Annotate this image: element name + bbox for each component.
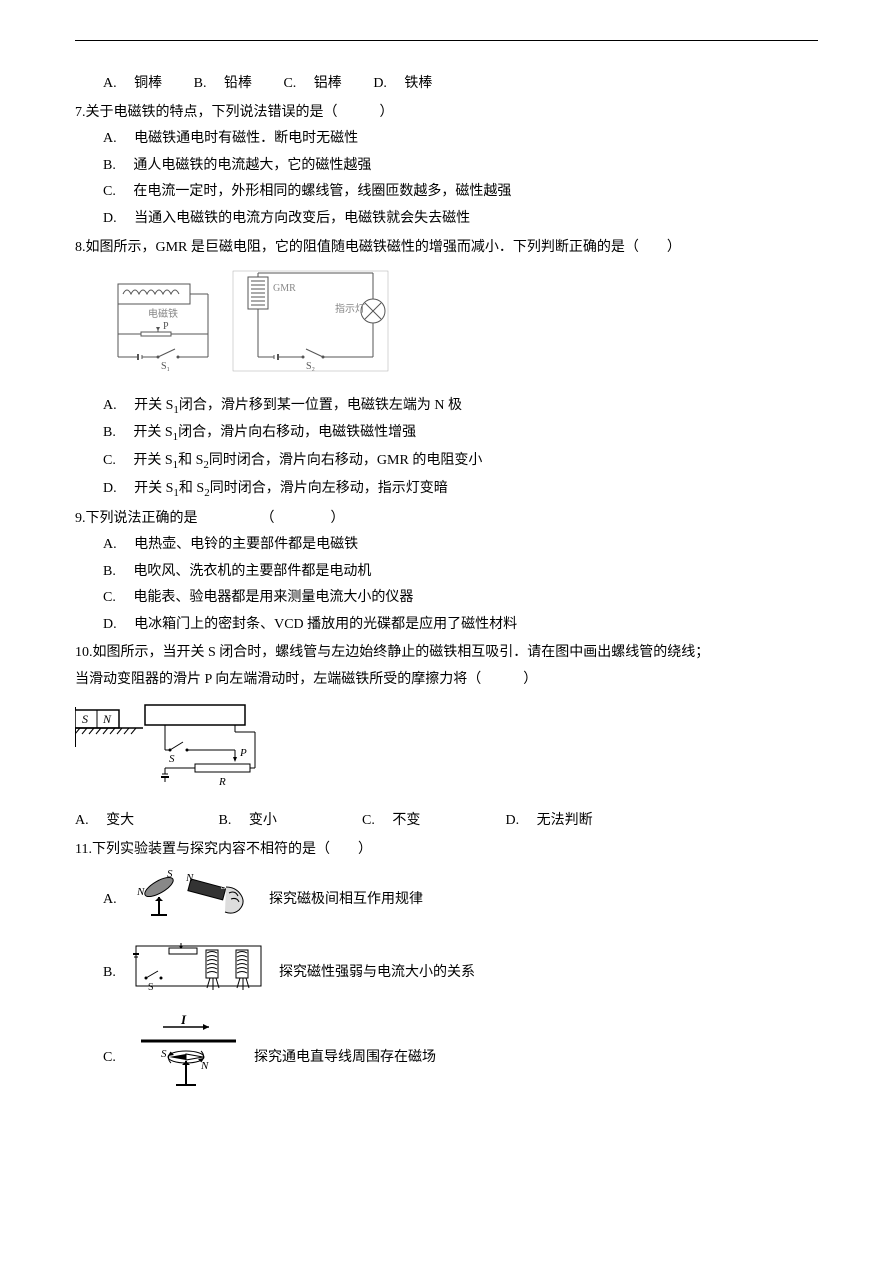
q6-option-c: C. 铝棒 xyxy=(283,71,341,98)
q11-option-a-text: 探究磁极间相互作用规律 xyxy=(269,887,423,914)
q10-stem1: 10.如图所示，当开关 S 闭合时，螺线管与左边始终静止的磁铁相互吸引．请在图中… xyxy=(75,640,818,667)
q11-option-c: C. I S N 探究通电直导线周围存在磁场 xyxy=(75,1013,818,1104)
q11: 11.下列实验装置与探究内容不相符的是（ ） A. N S N S 探究磁极间相… xyxy=(75,837,818,1103)
q8-label-lamp: 指示灯 xyxy=(335,302,365,315)
divider xyxy=(75,40,818,41)
q8-stem: 8.如图所示，GMR 是巨磁电阻，它的阻值随电磁铁磁性的增强而减小．下列判断正确… xyxy=(75,235,818,262)
q7-option-d: D. 当通入电磁铁的电流方向改变后，电磁铁就会失去磁性 xyxy=(75,206,818,233)
q11-option-a: A. N S N S 探究磁极间相互作用规律 xyxy=(75,867,818,934)
svg-text:R: R xyxy=(218,776,226,788)
q11a-figure-icon: N S N S xyxy=(131,867,261,923)
q8-label-s1: S₁ xyxy=(161,361,170,372)
svg-text:S: S xyxy=(161,1048,167,1060)
svg-text:N: N xyxy=(136,886,145,898)
svg-text:P: P xyxy=(239,747,247,759)
q6-option-a: A. 铜棒 xyxy=(103,71,162,98)
q9-option-d: D. 电冰箱门上的密封条、VCD 播放用的光碟都是应用了磁性材料 xyxy=(75,612,818,639)
svg-text:S: S xyxy=(169,753,175,765)
q11-option-b: B. S xyxy=(75,938,818,1009)
q7-stem: 7.关于电磁铁的特点，下列说法错误的是（ ） xyxy=(75,100,818,127)
q8-label-gmr: GMR xyxy=(273,283,296,294)
q8-label-p: P xyxy=(163,321,169,332)
q9-option-b: B. 电吹风、洗衣机的主要部件都是电动机 xyxy=(75,559,818,586)
q8-figure: 电磁铁 P S₁ xyxy=(103,269,818,385)
q8: 8.如图所示，GMR 是巨磁电阻，它的阻值随电磁铁磁性的增强而减小．下列判断正确… xyxy=(75,235,818,504)
q8-option-a: A. 开关 S1闭合，滑片移到某一位置，电磁铁左端为 N 极 xyxy=(75,393,818,421)
q7-option-c: C. 在电流一定时，外形相同的螺线管，线圈匝数越多，磁性越强 xyxy=(75,179,818,206)
q7-option-a: A. 电磁铁通电时有磁性．断电时无磁性 xyxy=(75,126,818,153)
q9-option-c: C. 电能表、验电器都是用来测量电流大小的仪器 xyxy=(75,585,818,612)
q10-options: A. 变大 B. 变小 C. 不变 D. 无法判断 xyxy=(75,808,818,835)
q6-option-b: B. 铅棒 xyxy=(194,71,252,98)
q8-label-s2: S₂ xyxy=(306,361,315,372)
svg-text:I: I xyxy=(180,1013,187,1027)
q9-stem: 9.下列说法正确的是 （ ） xyxy=(75,506,818,533)
svg-text:N: N xyxy=(102,712,112,726)
q10-figure: S N S P R xyxy=(75,702,818,801)
q6-options: A. 铜棒 B. 铅棒 C. 铝棒 D. 铁棒 xyxy=(75,71,818,98)
q10-option-c: C. 不变 xyxy=(362,808,502,835)
svg-text:S: S xyxy=(167,868,173,880)
q11-stem: 11.下列实验装置与探究内容不相符的是（ ） xyxy=(75,837,818,864)
q10-stem2: 当滑动变阻器的滑片 P 向左端滑动时，左端磁铁所受的摩擦力将（ ） xyxy=(75,667,818,694)
q8-option-d: D. 开关 S1和 S2同时闭合，滑片向左移动，指示灯变暗 xyxy=(75,476,818,504)
q11c-figure-icon: I S N xyxy=(131,1013,246,1093)
q8-label-em: 电磁铁 xyxy=(148,307,178,320)
q11-option-c-text: 探究通电直导线周围存在磁场 xyxy=(254,1045,436,1072)
svg-text:N: N xyxy=(185,872,194,884)
q7-option-b: B. 通人电磁铁的电流越大，它的磁性越强 xyxy=(75,153,818,180)
q9: 9.下列说法正确的是 （ ） A. 电热壶、电铃的主要部件都是电磁铁 B. 电吹… xyxy=(75,506,818,639)
q8-option-c: C. 开关 S1和 S2同时闭合，滑片向右移动，GMR 的电阻变小 xyxy=(75,448,818,476)
q10-option-b: B. 变小 xyxy=(219,808,359,835)
q11-option-b-text: 探究磁性强弱与电流大小的关系 xyxy=(279,960,475,987)
q9-option-a: A. 电热壶、电铃的主要部件都是电磁铁 xyxy=(75,532,818,559)
svg-text:S: S xyxy=(148,982,154,993)
svg-text:S: S xyxy=(82,712,88,726)
q8-option-b: B. 开关 S1闭合，滑片向右移动，电磁铁磁性增强 xyxy=(75,420,818,448)
q10: 10.如图所示，当开关 S 闭合时，螺线管与左边始终静止的磁铁相互吸引．请在图中… xyxy=(75,640,818,834)
q6-option-d: D. 铁棒 xyxy=(373,71,432,98)
q10-option-d: D. 无法判断 xyxy=(506,808,593,835)
q10-option-a: A. 变大 xyxy=(75,808,215,835)
q7: 7.关于电磁铁的特点，下列说法错误的是（ ） A. 电磁铁通电时有磁性．断电时无… xyxy=(75,100,818,233)
q11b-figure-icon: S xyxy=(131,938,271,998)
